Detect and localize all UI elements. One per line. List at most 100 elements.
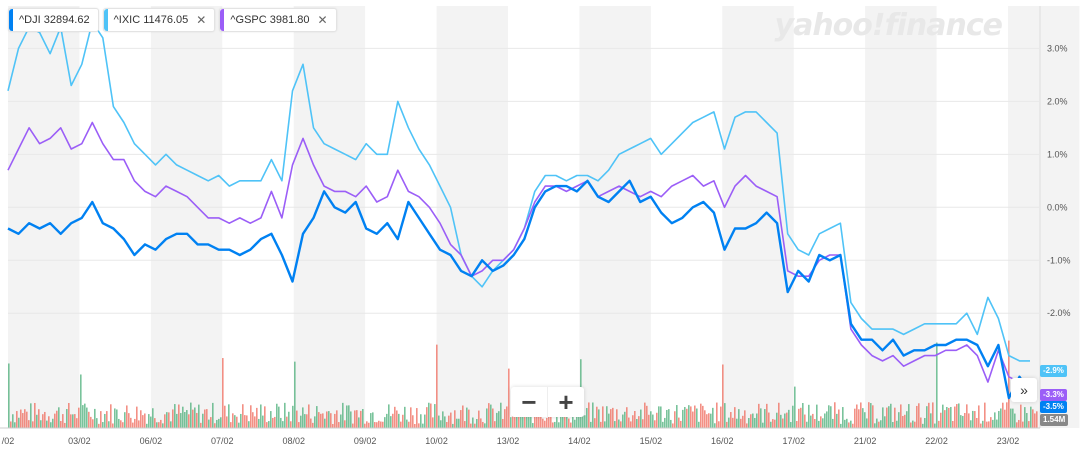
volume-bar — [36, 414, 38, 428]
volume-bar — [880, 420, 882, 428]
volume-bar — [478, 410, 480, 428]
zoom-out-button[interactable]: − — [521, 386, 537, 417]
volume-bar — [202, 413, 204, 428]
volume-bar — [160, 419, 162, 428]
volume-bar — [830, 406, 832, 428]
volume-bar — [174, 404, 176, 428]
volume-bar — [978, 405, 980, 428]
volume-bar — [836, 413, 838, 428]
volume-bar — [764, 409, 766, 428]
volume-bar — [382, 421, 384, 428]
volume-bar — [244, 415, 246, 428]
legend-chip-gspc[interactable]: ^GSPC 3981.80 ✕ — [219, 8, 337, 32]
x-tick-label: 08/02 — [282, 436, 305, 446]
close-icon[interactable]: ✕ — [196, 13, 207, 27]
session-band — [722, 6, 794, 428]
volume-bar — [778, 402, 780, 428]
volume-bar — [446, 421, 448, 428]
volume-bar — [502, 418, 504, 428]
volume-bar — [572, 409, 574, 428]
volume-bar — [676, 405, 678, 428]
volume-bar — [586, 408, 588, 428]
volume-bar — [456, 418, 458, 428]
volume-bar — [492, 408, 494, 428]
volume-bar — [18, 417, 20, 428]
volume-bar — [700, 403, 702, 428]
legend-chip-dji[interactable]: ^DJI 32894.62 — [8, 8, 99, 32]
volume-bar — [328, 411, 330, 428]
volume-bar — [280, 417, 282, 428]
volume-bar — [622, 414, 624, 428]
volume-bar — [996, 419, 998, 428]
scroll-to-end-button[interactable]: » — [1011, 378, 1037, 402]
volume-bar — [950, 406, 952, 428]
volume-bar — [716, 402, 718, 428]
x-tick-label: 06/02 — [140, 436, 163, 446]
volume-bar — [782, 418, 784, 428]
volume-bar — [854, 408, 856, 428]
volume-bar — [358, 417, 360, 428]
volume-bar — [490, 404, 492, 428]
volume-bar — [206, 409, 208, 428]
volume-bar — [982, 420, 984, 428]
volume-bar — [14, 422, 16, 428]
volume-bar — [806, 421, 808, 428]
volume-bar — [326, 411, 328, 428]
volume-bar — [78, 407, 80, 428]
volume-bar — [396, 410, 398, 428]
volume-bar — [286, 416, 288, 428]
volume-bar — [460, 410, 462, 428]
volume-bar — [108, 421, 110, 428]
volume-bar — [162, 423, 164, 428]
legend-swatch — [103, 9, 108, 31]
volume-bar — [1018, 419, 1020, 428]
volume-bar — [748, 418, 750, 428]
volume-bar — [212, 402, 214, 428]
volume-bar — [420, 414, 422, 428]
volume-bar — [110, 404, 112, 428]
volume-bar — [204, 409, 206, 428]
volume-bar — [402, 414, 404, 428]
volume-bar — [418, 423, 420, 428]
volume-bar — [902, 415, 904, 428]
volume-bar — [408, 421, 410, 428]
volume-bar — [674, 411, 676, 428]
x-tick-label: /02 — [2, 436, 15, 446]
volume-bar — [480, 418, 482, 428]
volume-bar — [68, 402, 70, 428]
volume-bar — [994, 412, 996, 428]
volume-bar — [530, 408, 532, 428]
volume-bar — [10, 421, 12, 428]
volume-bar — [788, 409, 790, 428]
volume-bar — [274, 416, 276, 428]
volume-bar — [494, 421, 496, 428]
volume-bar — [858, 409, 860, 428]
volume-bar — [846, 418, 848, 428]
y-tick-label: -1.0% — [1047, 255, 1071, 265]
volume-bar — [692, 411, 694, 428]
volume-bar — [380, 421, 382, 428]
volume-bar — [458, 418, 460, 428]
volume-bar — [682, 409, 684, 428]
volume-bar — [838, 409, 840, 428]
close-icon[interactable]: ✕ — [317, 13, 328, 27]
volume-bar — [870, 403, 872, 428]
volume-bar — [684, 407, 686, 428]
volume-bar — [722, 364, 724, 428]
legend-chip-ixic[interactable]: ^IXIC 11476.05 ✕ — [102, 8, 216, 32]
volume-bar — [128, 413, 130, 428]
volume-bar — [224, 405, 226, 428]
volume-bar — [1002, 402, 1004, 428]
volume-bar — [798, 408, 800, 428]
volume-bar — [650, 411, 652, 428]
volume-bar — [824, 413, 826, 428]
zoom-in-button[interactable]: + — [547, 387, 584, 417]
volume-bar — [316, 406, 318, 428]
volume-bar — [590, 421, 592, 428]
volume-bar — [808, 404, 810, 428]
legend: ^DJI 32894.62 ^IXIC 11476.05 ✕ ^GSPC 398… — [8, 8, 337, 32]
volume-bar — [660, 406, 662, 428]
volume-bar — [910, 422, 912, 428]
volume-bar — [942, 404, 944, 428]
volume-bar — [232, 413, 234, 428]
